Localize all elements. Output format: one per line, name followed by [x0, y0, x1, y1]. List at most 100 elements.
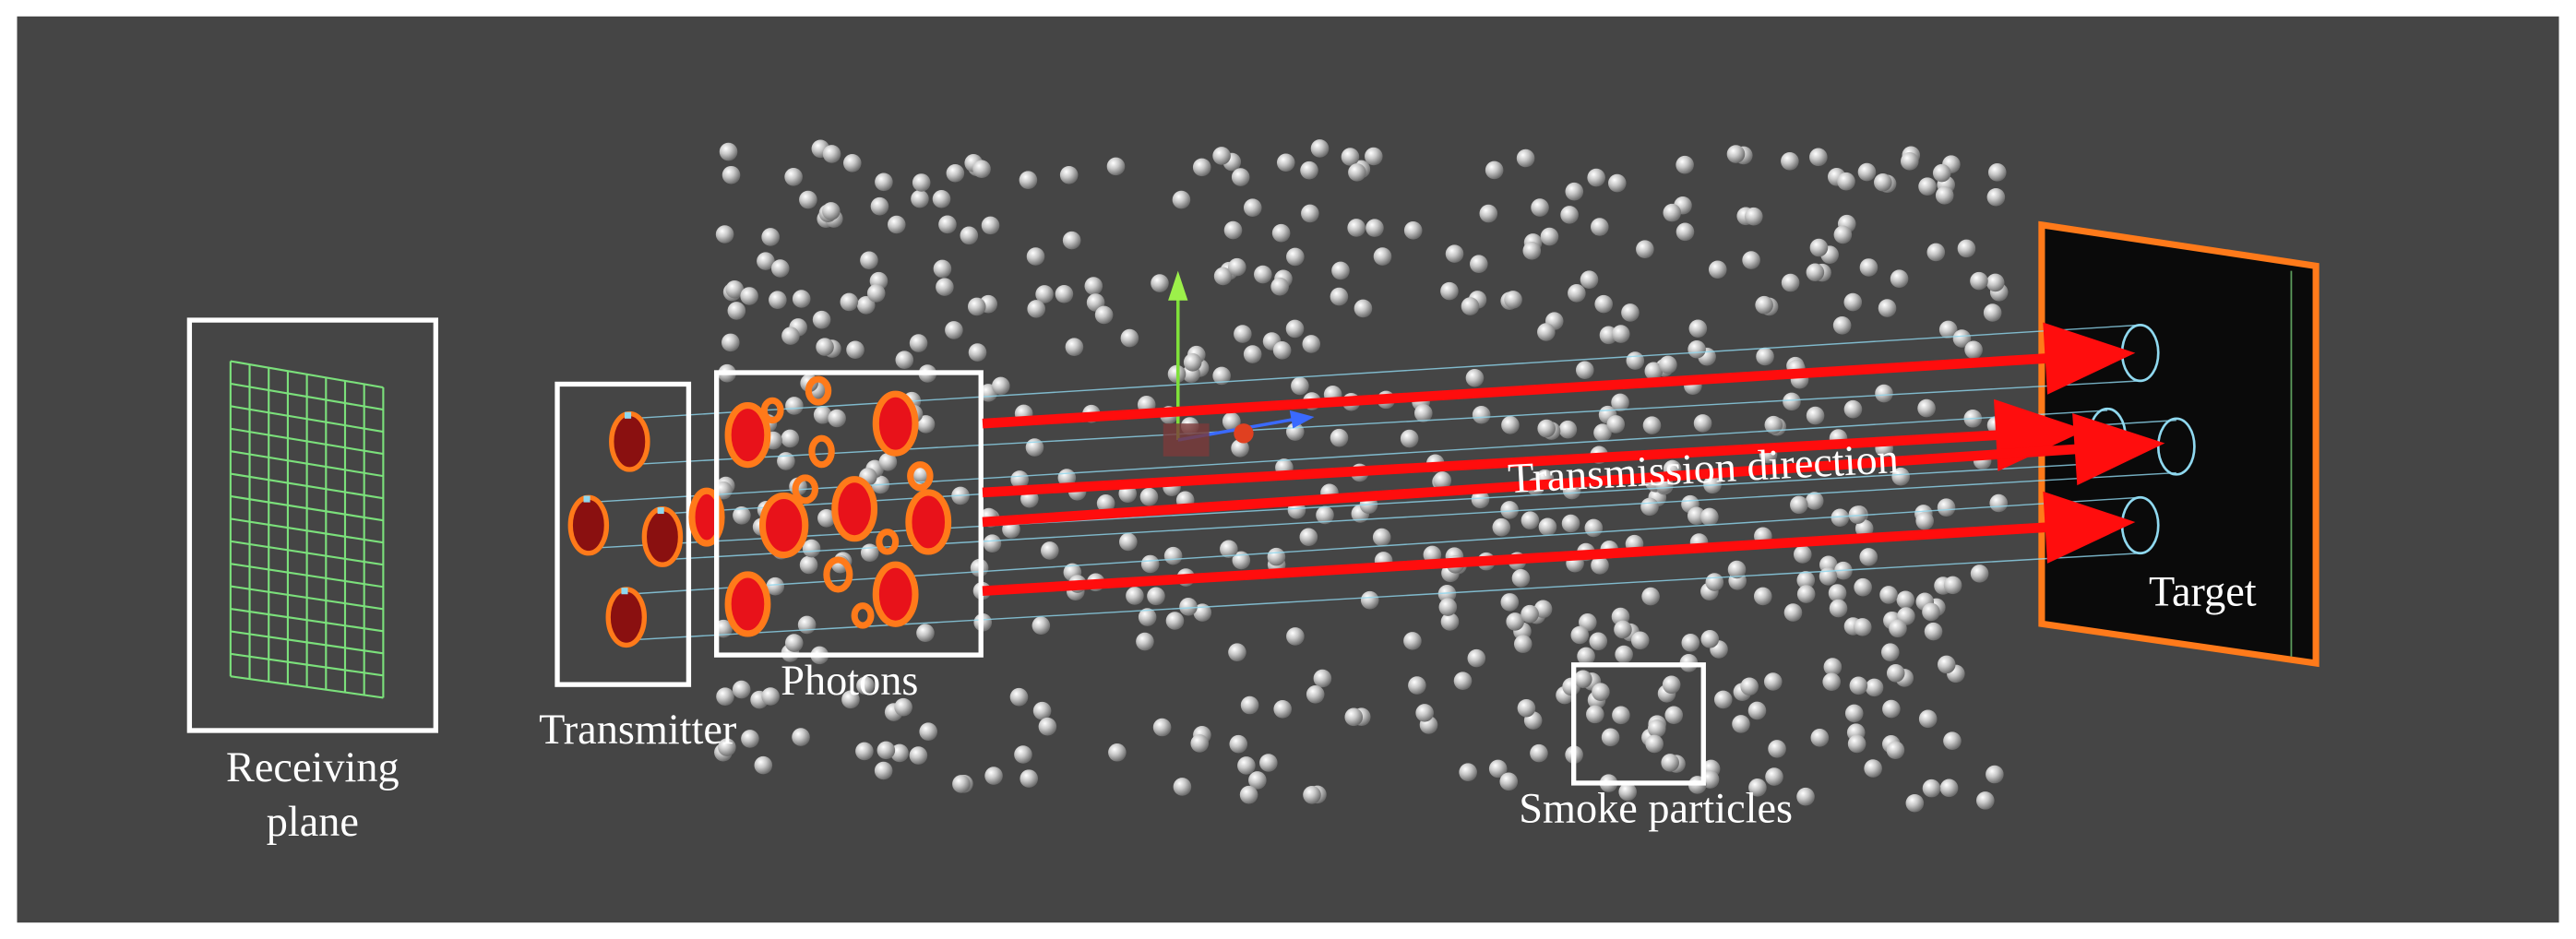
beam-line — [626, 553, 2141, 641]
photon — [872, 390, 919, 457]
particle — [1586, 705, 1604, 724]
particle — [1453, 672, 1473, 690]
particle — [945, 321, 963, 339]
particle — [1094, 305, 1114, 325]
particle — [1781, 151, 1799, 171]
particle — [1270, 277, 1289, 296]
grid-line — [230, 675, 384, 699]
particle — [1014, 745, 1032, 764]
particle — [1727, 560, 1747, 579]
particle — [1886, 741, 1905, 759]
particle — [1501, 416, 1520, 434]
particle — [1010, 470, 1029, 489]
particle — [981, 216, 1000, 235]
particle — [972, 160, 991, 179]
particle — [1574, 670, 1592, 689]
particle — [1213, 267, 1233, 286]
particle — [1755, 295, 1773, 315]
particle — [770, 259, 790, 278]
particle — [1688, 319, 1708, 339]
particle — [817, 509, 836, 528]
transmission-arrows — [982, 322, 2165, 597]
arrow — [982, 491, 2136, 597]
particle — [1461, 297, 1480, 315]
particle — [960, 226, 979, 245]
particle — [877, 741, 896, 760]
particle — [719, 142, 738, 161]
particle — [1020, 769, 1039, 788]
particle — [1504, 291, 1522, 309]
particle — [1831, 508, 1850, 528]
particle — [856, 296, 876, 315]
particle — [781, 429, 800, 448]
particle — [842, 154, 862, 172]
particle — [1530, 743, 1548, 763]
particle — [1875, 384, 1893, 403]
particle — [1471, 490, 1490, 509]
particle — [812, 310, 831, 329]
particle — [1854, 577, 1872, 597]
particle — [1228, 257, 1246, 277]
particle — [1630, 631, 1650, 650]
particle — [1989, 493, 2009, 513]
particle — [1273, 700, 1292, 719]
particle — [722, 333, 740, 352]
particle — [1403, 632, 1422, 650]
particle — [1140, 554, 1160, 574]
grid-line — [230, 652, 384, 677]
particle — [1976, 791, 1995, 810]
particle — [1291, 376, 1309, 396]
particle — [1183, 353, 1202, 372]
particle — [1172, 190, 1191, 209]
photon — [724, 571, 771, 637]
particle — [1440, 281, 1459, 301]
particle — [1756, 347, 1774, 366]
particle — [1009, 687, 1029, 707]
particle — [1932, 163, 1951, 183]
particle — [716, 687, 734, 706]
particle — [936, 278, 954, 296]
particle — [1506, 612, 1524, 631]
particle — [991, 376, 1010, 396]
particle — [874, 761, 893, 780]
particle — [1433, 471, 1452, 490]
arrow — [982, 322, 2136, 429]
particle — [1809, 238, 1829, 257]
particle — [1844, 704, 1864, 723]
particle — [1796, 571, 1816, 589]
particle — [1983, 303, 2002, 322]
particle — [1354, 299, 1373, 318]
smoke-particles-label: Smoke particles — [1519, 786, 1793, 833]
particle — [1240, 695, 1259, 715]
particle — [1341, 148, 1360, 166]
particle — [1415, 704, 1434, 722]
particle — [1626, 351, 1645, 370]
particle — [1901, 152, 1919, 171]
particle — [1516, 149, 1535, 168]
particle — [799, 555, 818, 575]
particle — [840, 292, 859, 312]
particle — [1231, 439, 1249, 458]
particle — [1964, 340, 1983, 360]
particle — [846, 340, 865, 360]
particle — [866, 284, 886, 303]
particle — [938, 215, 957, 234]
particle — [732, 680, 751, 699]
particle — [1400, 429, 1419, 448]
particle — [887, 215, 906, 234]
particle — [1943, 731, 1962, 751]
particle — [1764, 415, 1783, 434]
particle — [1254, 265, 1272, 284]
particle — [916, 624, 935, 643]
particle — [1026, 247, 1045, 266]
particle — [1500, 593, 1520, 612]
particle — [894, 697, 912, 717]
photon — [792, 474, 818, 505]
particle — [1943, 576, 1962, 595]
particle — [1843, 399, 1863, 419]
particle — [1726, 145, 1746, 163]
particle — [1882, 699, 1901, 719]
particle — [909, 746, 928, 765]
particle — [1853, 618, 1872, 636]
